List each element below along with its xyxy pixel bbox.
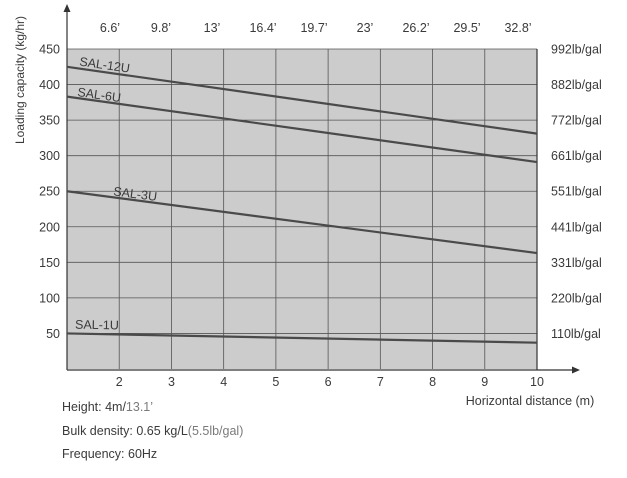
y-tick-label: 150 [39,256,60,270]
y-tick-label: 450 [39,43,60,57]
right-tick-label: 772lb/gal [551,114,602,128]
y-tick-label: 100 [39,291,60,305]
right-tick-label: 110lb/gal [551,327,601,341]
density-pounds: (5.5lb/gal) [187,423,244,438]
top-tick-label: 6.6’ [100,21,120,35]
top-tick-label: 13’ [204,21,221,35]
y-tick-label: 50 [46,327,60,341]
conditions-notes: Height: 4m/13.1’ Bulk density: 0.65 kg/L… [62,396,243,467]
series-label: SAL-3U [113,184,158,204]
x-tick-label: 3 [168,375,175,389]
y-axis-arrow [63,4,71,12]
y-tick-label: 200 [39,220,60,234]
frequency-note: Frequency: 60Hz [62,447,158,461]
y-tick-label: 250 [39,185,60,199]
top-tick-label: 9.8’ [151,21,171,35]
y-tick-label: 300 [39,149,60,163]
x-axis-title: Horizontal distance (m) [466,394,595,408]
series-line [66,190,538,255]
x-tick-label: 8 [429,375,436,389]
height-feet: 13.1’ [125,400,154,414]
plot-area [67,49,537,369]
right-tick-label: 220lb/gal [551,291,602,305]
x-tick-label: 5 [272,375,279,389]
x-tick-label: 2 [116,375,123,389]
x-tick-label: 9 [481,375,488,389]
y-axis-title: Loading capacity (kg/hr) [13,16,27,144]
x-tick-label: 6 [325,375,332,389]
x-axis-arrow [572,366,580,374]
x-tick-label: 4 [220,375,227,389]
x-tick-label: 10 [530,375,544,389]
top-tick-label: 26.2’ [402,21,429,35]
top-tick-label: 16.4’ [249,21,276,35]
right-tick-label: 441lb/gal [551,220,602,234]
right-tick-label: 551lb/gal [551,185,602,199]
right-tick-label: 331lb/gal [551,256,602,270]
height-label: Height: 4m/ [62,400,126,414]
top-tick-label: 29.5’ [453,21,480,35]
right-tick-label: 992lb/gal [551,43,602,57]
right-tick-label: 882lb/gal [551,78,602,92]
density-note: Bulk density: 0.65 kg/L(5.5lb/gal) [62,420,243,444]
top-tick-label: 32.8’ [504,21,531,35]
height-note: Height: 4m/13.1’ [62,396,243,420]
series-label: SAL-6U [77,85,122,105]
series-line [66,65,538,135]
top-tick-label: 23’ [357,21,374,35]
series-line [66,332,538,344]
y-tick-label: 400 [39,78,60,92]
series-line [66,95,538,164]
right-tick-label: 661lb/gal [551,149,602,163]
top-tick-label: 19.7’ [300,21,327,35]
series-label: SAL-1U [75,318,119,333]
y-tick-label: 350 [39,114,60,128]
x-tick-label: 7 [377,375,384,389]
density-label: Bulk density: 0.65 kg/L [62,423,188,438]
